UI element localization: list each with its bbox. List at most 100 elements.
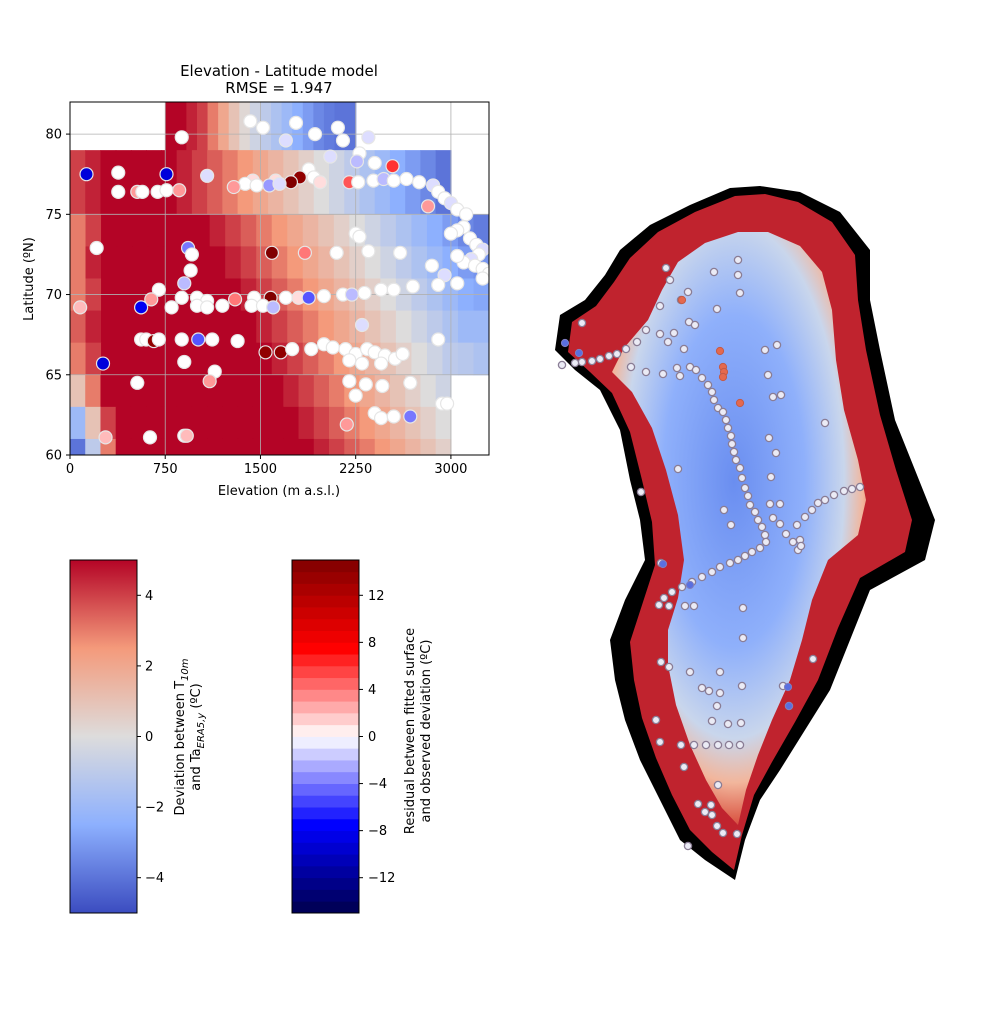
map-station-marker	[855, 482, 865, 492]
map-station-marker	[807, 505, 817, 515]
heatmap-cell	[364, 310, 381, 344]
residual-colorbar-cell	[292, 724, 359, 737]
station-point	[357, 285, 372, 301]
heatmap-cell	[380, 310, 397, 344]
map-station-marker	[755, 543, 765, 553]
map-station-marker	[725, 558, 735, 568]
heatmap-cell	[313, 438, 330, 455]
map-station-marker	[704, 686, 714, 696]
map-station-marker	[740, 483, 750, 493]
station-point	[420, 199, 436, 214]
heatmap-cell	[442, 342, 459, 376]
map-station-marker	[612, 349, 622, 359]
map-station-marker	[664, 662, 674, 672]
station-point	[172, 183, 187, 198]
map-station-marker	[712, 701, 722, 711]
colorbar-tick-label: 8	[368, 636, 376, 651]
map-station-marker	[669, 328, 679, 338]
station-point	[184, 247, 199, 262]
map-station-marker	[715, 667, 725, 677]
station-point	[344, 287, 359, 302]
residual-colorbar-cell	[292, 877, 359, 890]
map-station-marker	[713, 780, 723, 790]
heatmap-cell	[161, 150, 178, 215]
map-station-marker	[655, 301, 665, 311]
heatmap-cell	[240, 214, 257, 248]
map-station-marker	[733, 555, 743, 565]
heatmap-cell	[130, 438, 147, 455]
map-station-marker	[658, 369, 668, 379]
heatmap-cell	[318, 310, 335, 344]
map-station-marker	[760, 530, 770, 540]
station-point	[450, 248, 465, 264]
map-station-marker	[693, 799, 703, 809]
heatmap-cell	[302, 310, 319, 344]
map-station-marker	[788, 537, 798, 547]
heatmap-cell	[298, 374, 315, 408]
map-station-marker	[709, 395, 719, 405]
heatmap-cell	[287, 214, 304, 248]
station-point	[227, 292, 243, 307]
map-station-marker	[733, 270, 743, 280]
map-station-marker	[689, 601, 699, 611]
map-station-marker	[757, 522, 767, 532]
residual-colorbar-cell	[292, 630, 359, 643]
station-point	[151, 282, 166, 297]
heatmap-cell	[457, 310, 475, 344]
heatmap-cell	[163, 310, 180, 344]
heatmap-cell	[268, 406, 284, 440]
station-point	[399, 171, 414, 187]
heatmap-cell	[395, 310, 413, 344]
y-axis-label: Latitude (ºN)	[22, 237, 37, 321]
heatmap-cell	[161, 438, 178, 455]
station-point	[297, 245, 312, 260]
heatmap-cell	[85, 406, 102, 440]
map-station-marker	[724, 740, 734, 750]
heatmap-cell	[240, 342, 257, 376]
heatmap-cell	[313, 102, 325, 151]
y-tick-label: 60	[45, 449, 62, 464]
station-point	[348, 388, 363, 403]
map-station-marker	[715, 688, 725, 698]
map-station-marker-warm	[718, 372, 728, 382]
map-station-marker	[771, 448, 781, 458]
station-point	[164, 300, 179, 315]
station-point	[325, 340, 340, 355]
map-station-marker	[701, 740, 711, 750]
heatmap-cell	[249, 102, 262, 151]
heatmap-cell	[380, 246, 397, 280]
station-point	[200, 300, 215, 315]
station-point	[323, 149, 338, 164]
map-station-marker	[820, 495, 830, 505]
station-point	[373, 410, 389, 426]
map-station-marker	[664, 601, 674, 611]
map-station-marker	[718, 407, 728, 417]
map-station-marker	[808, 654, 818, 664]
station-point	[111, 184, 126, 199]
residual-colorbar-cells	[292, 560, 359, 914]
map-station-markers	[557, 255, 865, 851]
heatmap-cell	[237, 374, 254, 408]
map-station-marker	[661, 263, 671, 273]
map-station-marker	[577, 357, 587, 367]
station-point	[352, 229, 367, 244]
heatmap-cell	[163, 246, 180, 280]
greenland-ice-sheet	[612, 232, 866, 825]
station-point	[79, 167, 94, 182]
heatmap-cell	[237, 406, 254, 440]
map-station-marker	[680, 601, 690, 611]
residual-colorbar-cell	[292, 865, 359, 879]
station-point	[272, 176, 287, 191]
heatmap-cell	[318, 214, 335, 248]
heatmap-cell	[323, 102, 336, 151]
station-point	[450, 276, 465, 291]
station-point	[342, 374, 357, 389]
x-axis-ticks: 0 750 1500 2250 3000	[66, 455, 467, 477]
station-point	[367, 155, 382, 171]
residual-colorbar-cell	[292, 854, 359, 867]
map-station-marker	[764, 433, 774, 443]
map-station-marker	[655, 737, 665, 747]
residual-colorbar-cell	[292, 654, 359, 667]
map-station-marker	[726, 520, 736, 530]
station-point	[230, 333, 245, 349]
